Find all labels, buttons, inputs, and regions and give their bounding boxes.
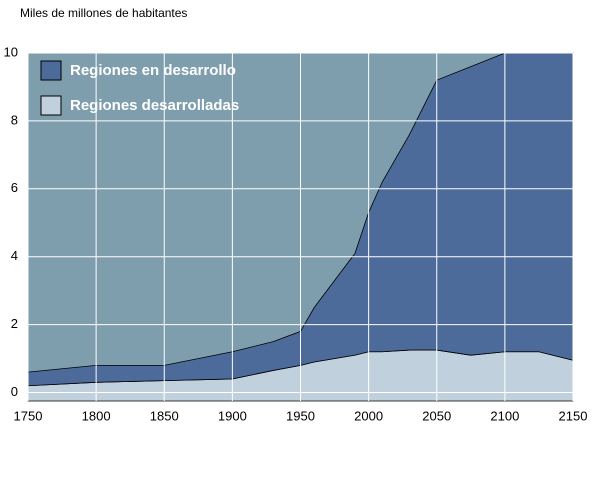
x-tick-label: 2100: [490, 408, 519, 423]
x-tick-label: 1850: [150, 408, 179, 423]
x-tick-label: 2150: [559, 408, 588, 423]
y-tick-label: 2: [11, 316, 18, 331]
y-tick-label: 10: [4, 44, 18, 59]
y-tick-label: 6: [11, 180, 18, 195]
legend-label: Regiones en desarrollo: [70, 62, 236, 79]
legend-swatch: [40, 60, 62, 81]
y-tick-label: 0: [11, 384, 18, 399]
y-tick-label: 8: [11, 112, 18, 127]
y-tick-label: 4: [11, 248, 18, 263]
chart-title: Miles de millones de habitantes: [20, 6, 187, 20]
x-tick-label: 1950: [286, 408, 315, 423]
legend-label: Regiones desarrolladas: [70, 97, 239, 114]
x-tick-label: 2000: [354, 408, 383, 423]
x-tick-label: 2050: [422, 408, 451, 423]
legend-swatch: [40, 95, 62, 116]
x-tick-label: 1800: [82, 408, 111, 423]
x-tick-label: 1900: [218, 408, 247, 423]
x-tick-label: 1750: [14, 408, 43, 423]
